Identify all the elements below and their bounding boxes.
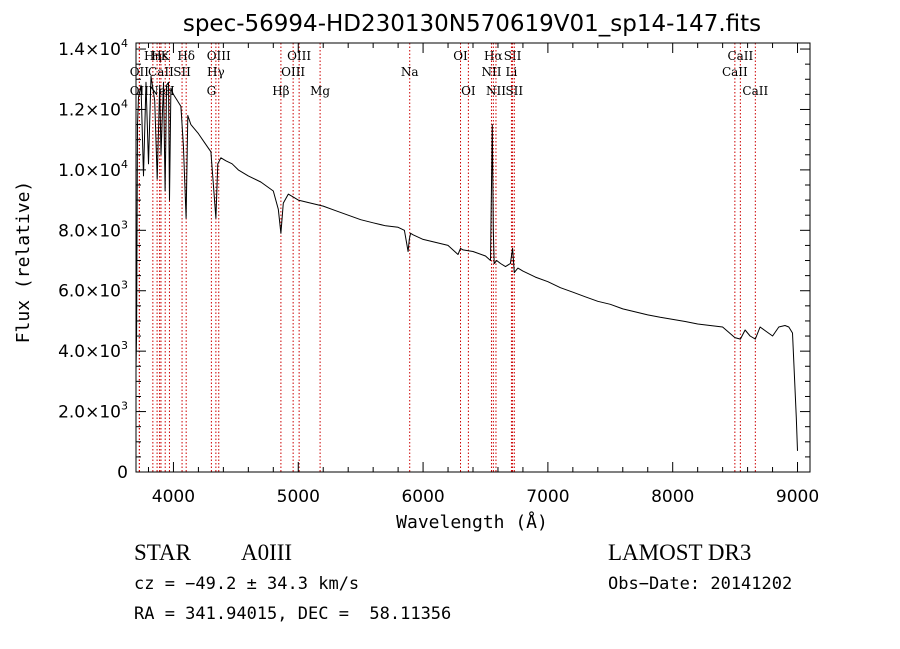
line-marker-label-15: Hβ xyxy=(272,84,289,98)
line-marker-label-0: Hη xyxy=(144,49,162,63)
line-marker-label-3: Hδ xyxy=(177,49,195,63)
x-tick-label-3: 7000 xyxy=(526,487,569,507)
y-tick-label-6: 1.2×104 xyxy=(58,97,128,120)
plot-frame xyxy=(135,42,811,473)
line-marker-label-21: SII xyxy=(504,49,522,63)
spectrum-layer xyxy=(135,75,798,451)
y-tick-label-2: 4.0×103 xyxy=(58,339,128,362)
line-marker-label-25: SII xyxy=(505,84,523,98)
x-tick-label-5: 9000 xyxy=(776,487,819,507)
y-axis-label: Flux (relative) xyxy=(13,181,34,344)
spectrum-series xyxy=(135,75,798,451)
line-marker-label-27: CaII xyxy=(722,65,748,79)
x-tick-label-4: 8000 xyxy=(651,487,694,507)
y-axis: 0 2.0×103 4.0×103 6.0×103 8.0×103 1.0×104 1.2×… xyxy=(58,37,810,483)
line-marker-label-2: K xyxy=(161,49,171,63)
y-tick-label-4: 8.0×103 xyxy=(58,218,128,241)
line-marker-label-23: Li xyxy=(506,65,518,79)
y-tick-label-5: 1.0×104 xyxy=(58,158,128,181)
line-marker-label-16: Mg xyxy=(310,84,330,98)
line-marker-label-5: CaII xyxy=(148,65,174,79)
line-marker-label-18: OI xyxy=(453,49,468,63)
line-marker-label-24: NII xyxy=(486,84,506,98)
x-axis-label: Wavelength (Å) xyxy=(396,511,548,533)
line-marker-label-17: Na xyxy=(401,65,419,79)
line-marker-label-13: OIII xyxy=(287,49,311,63)
x-tick-label-2: 6000 xyxy=(401,487,444,507)
observation-date: Obs−Date: 20141202 xyxy=(608,574,793,594)
x-tick-label-1: 5000 xyxy=(277,487,320,507)
spectrum-chart: spec-56994-HD230130N570619V01_sp14-147.f… xyxy=(13,11,819,533)
y-tick-label-3: 6.0×103 xyxy=(58,279,128,302)
redshift-cz: cz = −49.2 ± 34.3 km/s xyxy=(134,574,360,594)
y-tick-label-1: 2.0×103 xyxy=(58,400,128,423)
y-tick-label-7: 1.4×104 xyxy=(58,37,128,60)
line-marker-label-9: H xyxy=(164,84,174,98)
object-subclass: A0III xyxy=(241,540,293,565)
y-tick-label-0: 0 xyxy=(117,463,128,483)
chart-title: spec-56994-HD230130N570619V01_sp14-147.f… xyxy=(183,11,761,37)
line-marker-label-6: SII xyxy=(173,65,191,79)
line-marker-label-19: OI xyxy=(461,84,476,98)
survey-name: LAMOST DR3 xyxy=(608,540,752,565)
x-axis: 4000 5000 6000 7000 8000 9000 xyxy=(147,43,819,507)
line-marker-label-11: Hγ xyxy=(207,65,225,79)
line-marker-label-10: OIII xyxy=(207,49,231,63)
line-marker-label-1: Hε xyxy=(151,49,168,63)
line-marker-label-20: Hα xyxy=(484,49,503,63)
coordinates: RA = 341.94015, DEC = 58.11356 xyxy=(134,604,452,624)
line-marker-label-26: CaII xyxy=(727,49,753,63)
object-class: STAR xyxy=(134,540,191,565)
line-marker-label-28: CaII xyxy=(742,84,768,98)
line-marker-label-22: NII xyxy=(481,65,501,79)
line-marker-label-12: G xyxy=(207,84,217,98)
line-marker-label-14: OIII xyxy=(281,65,305,79)
x-tick-label-0: 4000 xyxy=(152,487,195,507)
